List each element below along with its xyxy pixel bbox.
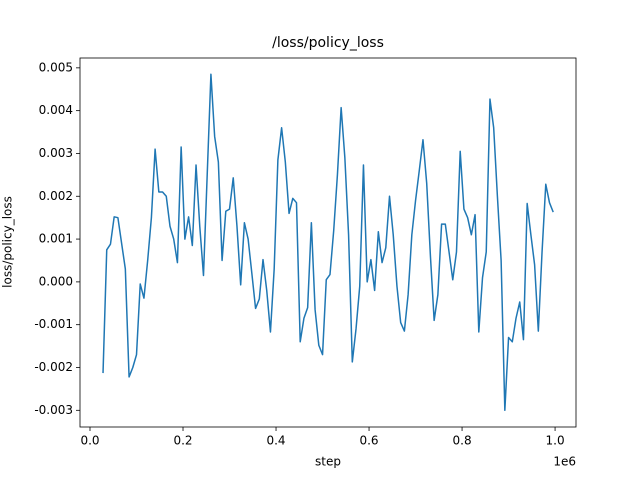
x-tick-label: 0.2 bbox=[173, 434, 192, 448]
x-tick-label: 0.8 bbox=[453, 434, 472, 448]
y-tick-label: 0.001 bbox=[39, 232, 73, 246]
y-tick-label: 0.003 bbox=[39, 146, 73, 160]
x-tick-label: 1.0 bbox=[546, 434, 565, 448]
y-tick-label: 0.005 bbox=[39, 60, 73, 74]
x-offset-label: 1e6 bbox=[553, 455, 576, 469]
y-tick-label: 0.002 bbox=[39, 189, 73, 203]
x-tick-label: 0.4 bbox=[266, 434, 285, 448]
x-tick-label: 0.6 bbox=[359, 434, 378, 448]
data-line bbox=[102, 73, 554, 412]
y-tick-label: -0.001 bbox=[34, 317, 73, 331]
y-axis-label: loss/policy_loss bbox=[1, 196, 15, 288]
plot-frame bbox=[79, 57, 577, 428]
x-axis-label: step bbox=[315, 455, 341, 469]
y-tick-label: 0.000 bbox=[39, 274, 73, 288]
y-tick-label: -0.002 bbox=[34, 360, 73, 374]
x-tick-label: 0.0 bbox=[80, 434, 99, 448]
chart-title: /loss/policy_loss bbox=[272, 35, 384, 51]
y-tick-label: 0.004 bbox=[39, 103, 73, 117]
y-tick-label: -0.003 bbox=[34, 403, 73, 417]
